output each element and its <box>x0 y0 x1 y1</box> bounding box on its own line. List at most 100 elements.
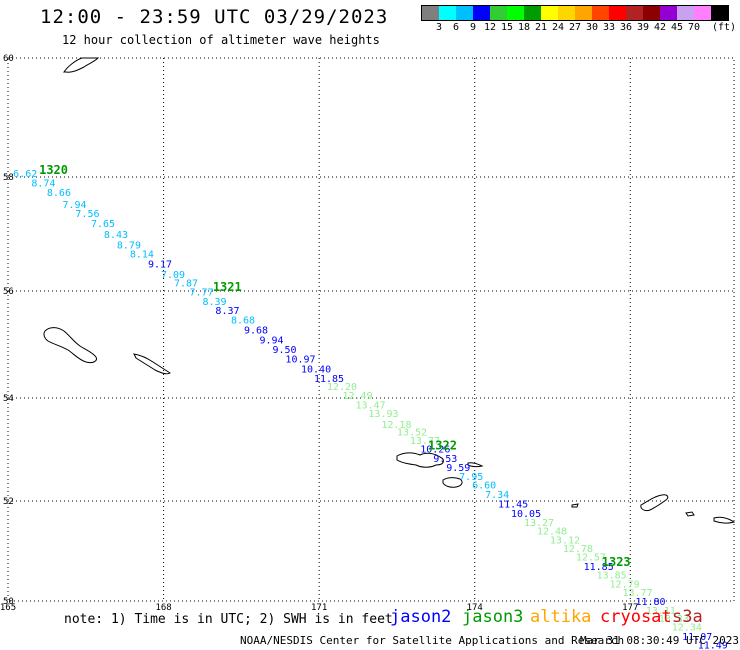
satellite-label-cryosat: cryosat <box>600 607 672 627</box>
wave-height-value: 7.95 <box>459 472 483 483</box>
map-subtitle: 12 hour collection of altimeter wave hei… <box>62 33 380 47</box>
wave-height-value: 12.18 <box>381 420 411 431</box>
longitude-label: 168 <box>155 603 171 613</box>
wave-height-value: 8.74 <box>31 179 55 190</box>
legend-swatch <box>524 6 541 20</box>
coastline-islet-b <box>467 462 484 468</box>
legend-swatch <box>490 6 507 20</box>
coastline-bering-island <box>43 327 97 364</box>
wave-height-value: 10.40 <box>301 364 331 375</box>
generated-timestamp: Mar 31 08:30:49 UTC 2023 <box>580 634 739 647</box>
latitude-label: 56 <box>3 287 14 297</box>
note-text: note: 1) Time is in UTC; 2) SWH is in fe… <box>64 612 393 627</box>
wave-height-value: 10.97 <box>285 355 315 366</box>
wave-height-value: 12.49 <box>342 391 372 402</box>
latitude-label: 52 <box>3 497 14 507</box>
longitude-label: 174 <box>467 603 483 613</box>
pass-number-label: 1323 <box>602 555 631 569</box>
legend-label: 36 <box>619 22 633 33</box>
wave-height-value: 11.85 <box>584 562 614 573</box>
legend-swatch <box>541 6 558 20</box>
map-title: 12:00 - 23:59 UTC 03/29/2023 <box>40 6 389 28</box>
wave-height-value: 13.27 <box>524 518 554 529</box>
wave-height-value: 13.77 <box>410 436 440 447</box>
wave-height-value: 11.49 <box>698 641 728 650</box>
wave-height-value: 8.68 <box>231 316 255 327</box>
legend-swatch <box>711 6 728 20</box>
latitude-label: 60 <box>3 54 14 64</box>
wave-height-value: 9.94 <box>260 335 284 346</box>
wave-height-value: 8.14 <box>130 249 154 260</box>
pass-number-label: 1322 <box>428 439 457 453</box>
legend-label: 45 <box>670 22 684 33</box>
coastline-islet-d <box>685 511 695 517</box>
legend-label: 9 <box>469 22 477 33</box>
wave-height-value: 6.62 <box>13 169 37 180</box>
wave-height-value: 7.56 <box>75 209 99 220</box>
wave-height-value: 10.05 <box>511 509 541 520</box>
legend-swatch <box>422 6 439 20</box>
wave-height-value: 7.87 <box>174 278 198 289</box>
legend-swatch <box>677 6 694 20</box>
color-legend: 3 6 9 12 15 18 21 24 27 30 33 36 39 42 45 70 (ft) <box>421 5 736 33</box>
wave-height-value: 8.43 <box>104 230 128 241</box>
wave-height-value: 8.37 <box>215 306 239 317</box>
wave-height-value: 9.17 <box>148 260 172 271</box>
legend-swatch <box>609 6 626 20</box>
wave-height-value: 13.52 <box>397 428 427 439</box>
wave-height-value: 9.50 <box>272 345 296 356</box>
latitude-label: 58 <box>3 173 14 183</box>
legend-label: 39 <box>636 22 650 33</box>
wave-height-value: 7.34 <box>485 490 509 501</box>
wave-height-value: 8.66 <box>47 188 71 199</box>
coastline-islet-c <box>571 503 579 508</box>
coastline-islet-a <box>442 477 463 488</box>
legend-label: 30 <box>585 22 599 33</box>
legend-label: 70 <box>687 22 701 33</box>
longitude-label: 171 <box>311 603 327 613</box>
legend-swatch <box>507 6 524 20</box>
wave-height-value: 12.20 <box>327 382 357 393</box>
legend-labels: 3 6 9 12 15 18 21 24 27 30 33 36 39 42 45 70 (ft) <box>421 22 740 36</box>
pass-number-label: 1320 <box>39 163 68 177</box>
wave-height-value: 6.60 <box>472 481 496 492</box>
legend-swatch <box>592 6 609 20</box>
coastline-medny-island <box>133 353 171 375</box>
wave-height-track: 6.628.748.667.947.567.658.438.798.149.17… <box>13 163 728 650</box>
legend-label: (ft) <box>711 22 737 33</box>
legend-label: 15 <box>500 22 514 33</box>
wave-height-value: 13.12 <box>550 536 580 547</box>
coastlines <box>43 57 736 524</box>
legend-swatch <box>456 6 473 20</box>
longitude-label: 177 <box>622 603 638 613</box>
legend-label: 18 <box>517 22 531 33</box>
graticule <box>8 58 734 601</box>
wave-height-value: 13.11 <box>646 606 676 617</box>
latitude-label: 50 <box>3 597 14 607</box>
coastline-near-islands <box>396 452 444 468</box>
wave-height-value: 11.45 <box>498 500 528 511</box>
legend-swatch <box>575 6 592 20</box>
legend-swatch <box>473 6 490 20</box>
credit-text: NOAA/NESDIS Center for Satellite Applica… <box>240 634 625 647</box>
legend-label: 27 <box>568 22 582 33</box>
wave-height-value: 9.68 <box>244 325 268 336</box>
pass-number-label: 1321 <box>213 280 242 294</box>
wave-height-value: 8.79 <box>117 240 141 251</box>
legend-swatch <box>626 6 643 20</box>
satellite-label-s3a: s3a <box>672 607 703 627</box>
legend-swatch <box>660 6 677 20</box>
map-frame <box>7 57 735 602</box>
wave-height-value: 13.93 <box>368 409 398 420</box>
coastline-rat-islands <box>640 494 669 512</box>
wave-height-value: 13.33 <box>659 614 689 625</box>
wave-height-value: 7.77 <box>190 287 214 298</box>
wave-height-value: 7.65 <box>91 219 115 230</box>
satellite-label-altika: altika <box>530 607 592 627</box>
legend-label: 33 <box>602 22 616 33</box>
legend-swatch <box>694 6 711 20</box>
legend-label: 12 <box>483 22 497 33</box>
wave-height-value: 10.26 <box>420 445 450 456</box>
satellite-label-jason2: jason2 <box>390 607 452 627</box>
wave-height-value: 7.09 <box>161 270 185 281</box>
